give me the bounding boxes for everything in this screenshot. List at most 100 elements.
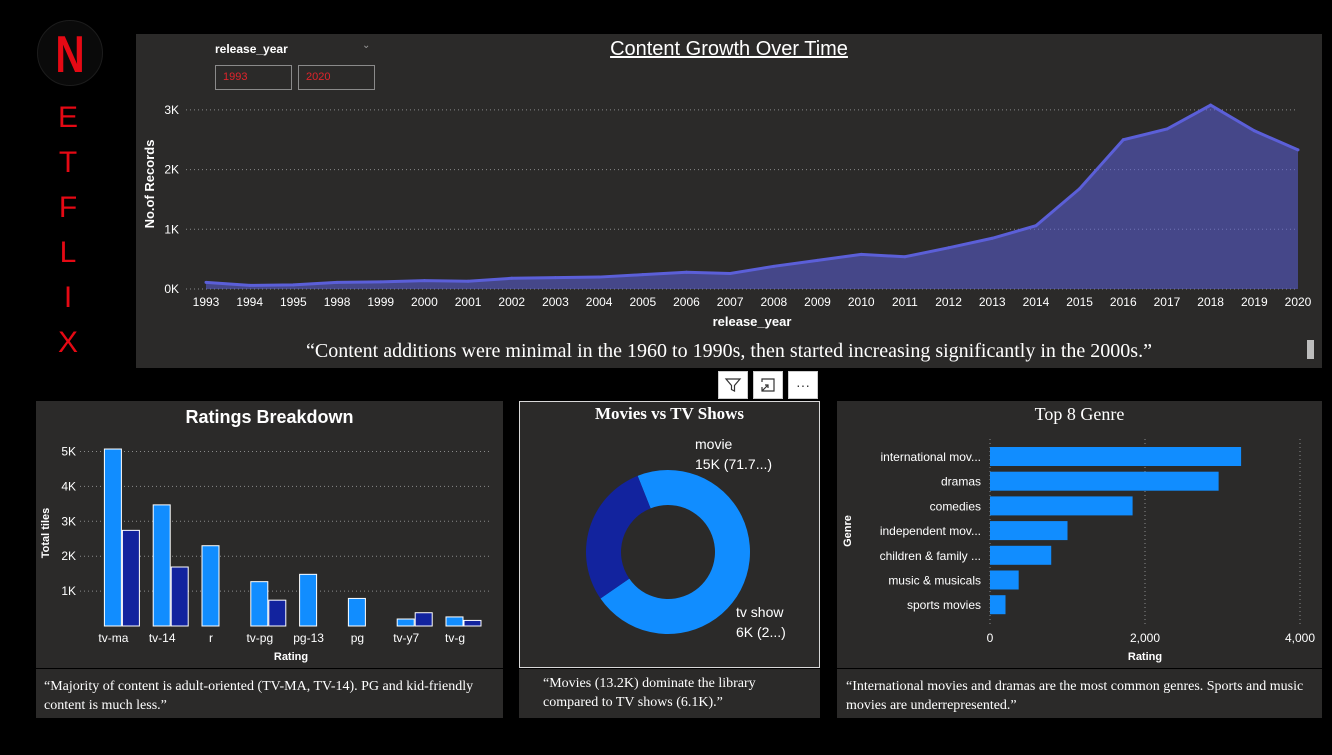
x-tick-label: pg bbox=[351, 631, 364, 645]
bar bbox=[463, 619, 482, 627]
bar bbox=[121, 529, 140, 627]
top-genre-chart: 0 2,000 4,000 international mov... dramas com… bbox=[842, 439, 1315, 663]
y-tick-label: international mov... bbox=[881, 450, 982, 464]
x-tick-label: tv-ma bbox=[98, 631, 128, 645]
y-axis-title: Genre bbox=[842, 515, 854, 547]
x-tick-label: 2010 bbox=[848, 295, 875, 309]
data-point bbox=[1034, 224, 1038, 228]
bar bbox=[990, 595, 1006, 615]
ratings-breakdown-chart: 1K 2K 3K 4K 5K tv-ma tv-14 r tv-pg pg-13 pg tv-y7 tv… bbox=[40, 444, 491, 663]
data-point bbox=[903, 255, 907, 259]
data-point bbox=[1209, 103, 1213, 107]
data-point bbox=[379, 280, 383, 284]
x-tick-label: r bbox=[209, 631, 213, 645]
x-tick-label: tv-14 bbox=[149, 631, 176, 645]
data-point bbox=[990, 236, 994, 240]
x-tick-label: 2000 bbox=[411, 295, 438, 309]
x-tick-label: 1999 bbox=[367, 295, 394, 309]
top-genre-panel[interactable]: Top 8 Genre 0 2,000 4,000 international mov… bbox=[837, 401, 1322, 718]
bar bbox=[990, 496, 1133, 516]
y-tick-label: 3K bbox=[61, 514, 76, 528]
bar bbox=[990, 471, 1219, 491]
brand-letter: I bbox=[63, 281, 73, 314]
content-growth-quote: “Content additions were minimal in the 1… bbox=[306, 340, 1152, 362]
growth-area bbox=[206, 105, 1298, 289]
data-point bbox=[466, 279, 470, 283]
y-tick-label: dramas bbox=[941, 475, 981, 489]
y-tick-label: 2K bbox=[61, 549, 76, 563]
growth-line bbox=[205, 103, 1299, 287]
brand-letter: X bbox=[57, 326, 78, 359]
y-axis-title: No.of Records bbox=[142, 140, 157, 229]
y-tick-label: 4K bbox=[61, 479, 76, 493]
ratings-quote: “Majority of content is adult-oriented (… bbox=[44, 679, 474, 713]
funnel-icon[interactable] bbox=[718, 371, 748, 399]
y-tick-label: 5K bbox=[61, 444, 76, 458]
ratings-breakdown-panel[interactable]: Ratings Breakdown 1K 2K 3K 4K 5K tv-ma tv-14 r t… bbox=[36, 401, 503, 718]
focus-mode-icon[interactable] bbox=[753, 371, 783, 399]
y-tick-label: children & family ... bbox=[880, 549, 981, 563]
data-point bbox=[1121, 138, 1125, 142]
data-point bbox=[422, 279, 426, 283]
x-tick-label: 2008 bbox=[760, 295, 787, 309]
slicer-from-input[interactable]: 1993 bbox=[215, 65, 292, 90]
content-growth-chart: 0K 1K 2K 3K 1993 1994 1995 1998 1999 2000 2001 2002… bbox=[142, 103, 1312, 329]
x-tick-label: 2017 bbox=[1154, 295, 1181, 309]
bar bbox=[396, 618, 415, 627]
bar bbox=[299, 573, 318, 627]
x-tick-label: 2020 bbox=[1285, 295, 1312, 309]
data-point bbox=[947, 246, 951, 250]
slicer-to-input[interactable]: 2020 bbox=[298, 65, 375, 90]
bar bbox=[152, 504, 171, 627]
bar bbox=[990, 570, 1019, 590]
x-tick-label: 2006 bbox=[673, 295, 700, 309]
bar bbox=[170, 566, 189, 627]
movies-vs-tv-quote: “Movies (13.2K) dominate the library com… bbox=[543, 676, 756, 710]
y-tick-label: comedies bbox=[930, 499, 981, 513]
x-tick-label: 2013 bbox=[979, 295, 1006, 309]
x-tick-label: 2002 bbox=[498, 295, 525, 309]
release-year-slicer-label: release_year bbox=[215, 42, 288, 56]
x-axis-title: release_year bbox=[713, 314, 792, 329]
chevron-down-icon[interactable]: ⌄ bbox=[362, 40, 371, 51]
data-point bbox=[1165, 127, 1169, 131]
y-tick-label: 3K bbox=[164, 103, 179, 117]
data-point bbox=[641, 273, 645, 277]
movies-vs-tv-panel[interactable]: Movies vs TV Shows movie 15K (71.7...) tv … bbox=[519, 401, 820, 718]
data-label: 15K (71.7...) bbox=[695, 456, 772, 472]
more-options-button[interactable]: ··· bbox=[788, 371, 818, 399]
x-tick-label: 2005 bbox=[629, 295, 656, 309]
data-point bbox=[597, 275, 601, 279]
data-point bbox=[684, 270, 688, 274]
content-growth-title: Content Growth Over Time bbox=[610, 38, 848, 60]
y-tick-label: 0K bbox=[164, 282, 179, 296]
bar bbox=[268, 599, 287, 627]
brand-vertical-text: E T F L I X bbox=[52, 95, 84, 365]
brand-letter: L bbox=[59, 236, 77, 269]
x-axis-title: Rating bbox=[274, 651, 308, 663]
data-point bbox=[728, 271, 732, 275]
logo-letter: N bbox=[55, 26, 85, 84]
bar bbox=[347, 597, 366, 627]
x-tick-label: 2001 bbox=[455, 295, 482, 309]
x-tick-label: 2003 bbox=[542, 295, 569, 309]
scrollbar-thumb[interactable] bbox=[1307, 340, 1314, 359]
divider bbox=[36, 668, 503, 669]
bar bbox=[445, 616, 464, 627]
ratings-breakdown-title: Ratings Breakdown bbox=[185, 407, 354, 427]
bar bbox=[990, 521, 1068, 541]
y-tick-label: 1K bbox=[164, 222, 179, 236]
selected-visual-border bbox=[519, 401, 820, 668]
x-tick-label: pg-13 bbox=[293, 631, 324, 645]
content-growth-panel[interactable]: Content Growth Over Time release_year ⌄ … bbox=[136, 34, 1322, 368]
y-tick-label: 1K bbox=[61, 584, 76, 598]
data-point bbox=[204, 280, 208, 284]
x-axis-title: Rating bbox=[1128, 651, 1162, 663]
data-point bbox=[772, 264, 776, 268]
x-tick-label: tv-y7 bbox=[393, 631, 419, 645]
donut-slice bbox=[586, 475, 651, 599]
bar bbox=[990, 447, 1242, 466]
legend-label: tv show bbox=[736, 604, 784, 620]
x-tick-label: 2009 bbox=[804, 295, 831, 309]
data-point bbox=[248, 283, 252, 287]
